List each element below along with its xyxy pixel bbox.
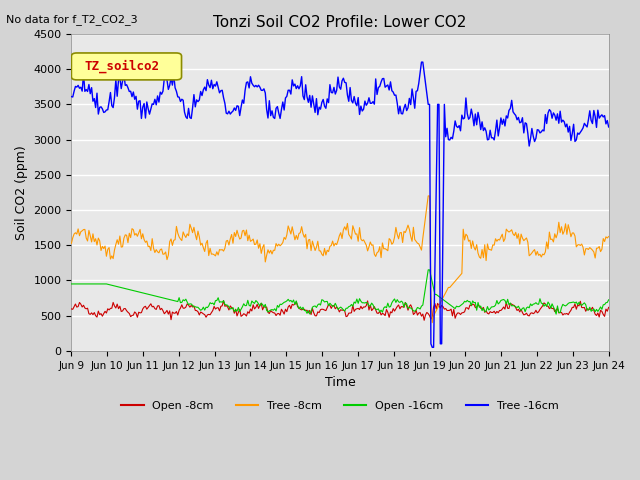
Title: Tonzi Soil CO2 Profile: Lower CO2: Tonzi Soil CO2 Profile: Lower CO2 (213, 15, 467, 30)
Text: TZ_soilco2: TZ_soilco2 (85, 60, 160, 73)
X-axis label: Time: Time (324, 376, 355, 389)
Y-axis label: Soil CO2 (ppm): Soil CO2 (ppm) (15, 145, 28, 240)
Legend: Open -8cm, Tree -8cm, Open -16cm, Tree -16cm: Open -8cm, Tree -8cm, Open -16cm, Tree -… (117, 396, 563, 415)
FancyBboxPatch shape (72, 53, 182, 80)
Text: No data for f_T2_CO2_3: No data for f_T2_CO2_3 (6, 14, 138, 25)
